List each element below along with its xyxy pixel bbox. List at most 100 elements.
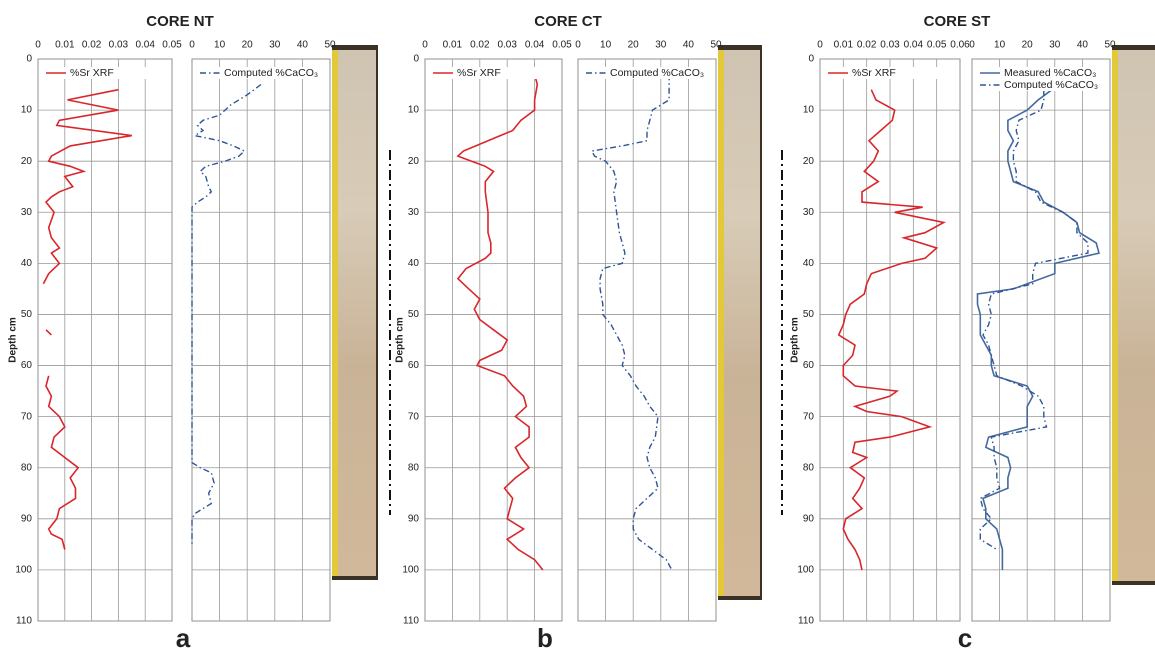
y-tick-label: 100 — [402, 565, 419, 576]
y-tick-label: 60 — [408, 360, 420, 371]
y-tick-label: 90 — [21, 513, 33, 524]
series-line — [191, 83, 262, 545]
x-tick-label: 50 — [710, 40, 722, 51]
x-tick-label: 0.02 — [857, 40, 877, 51]
panel-title: CORE CT — [534, 13, 602, 30]
plot-area — [577, 58, 717, 622]
series-line — [590, 74, 673, 571]
x-tick-label: 30 — [1049, 40, 1061, 51]
series-line — [456, 74, 544, 571]
x-tick-label: 0.02 — [470, 40, 490, 51]
x-tick-label: 10 — [600, 40, 612, 51]
x-tick-label: 0 — [189, 40, 195, 51]
y-tick-label: 100 — [15, 565, 32, 576]
x-tick-label: 30 — [655, 40, 667, 51]
y-tick-label: 40 — [21, 258, 33, 269]
legend-bg — [824, 67, 956, 79]
x-tick-label: 30 — [269, 40, 281, 51]
y-tick-label: 0 — [808, 54, 814, 65]
series-line — [42, 88, 132, 550]
y-tick-label: 60 — [21, 360, 33, 371]
x-tick-label: 20 — [628, 40, 640, 51]
core-photo — [332, 45, 1155, 600]
series-line — [837, 89, 946, 571]
y-tick-label: 0 — [26, 54, 32, 65]
x-tick-label: 10 — [994, 40, 1006, 51]
y-tick-label: 50 — [803, 309, 815, 320]
x-tick-label: 0 — [575, 40, 581, 51]
y-tick-label: 20 — [408, 156, 420, 167]
x-tick-label: 0.04 — [135, 40, 155, 51]
plot-area — [971, 58, 1111, 622]
plot-area — [424, 58, 563, 622]
y-tick-label: 90 — [803, 513, 815, 524]
panel-label: a — [176, 623, 191, 653]
legend-bg — [976, 67, 1106, 79]
x-tick-label: 20 — [1022, 40, 1034, 51]
x-tick-label: 0.04 — [525, 40, 545, 51]
series-line — [979, 89, 1089, 551]
y-tick-label: 90 — [408, 513, 420, 524]
y-tick-label: 50 — [21, 309, 33, 320]
panel-label: c — [958, 623, 972, 653]
x-tick-label: 50 — [1104, 40, 1116, 51]
x-tick-label: 50 — [324, 40, 336, 51]
x-tick-label: 0.05 — [927, 40, 947, 51]
x-tick-label: 0 — [422, 40, 428, 51]
x-tick-label: 0.03 — [109, 40, 129, 51]
x-tick-label: 0.02 — [82, 40, 102, 51]
x-tick-label: 0.03 — [497, 40, 517, 51]
legend-bg — [42, 67, 168, 79]
y-tick-label: 60 — [803, 360, 815, 371]
panel-label: b — [537, 623, 553, 653]
y-axis-label: Depth cm — [790, 317, 801, 363]
x-tick-label: 0 — [969, 40, 975, 51]
y-tick-label: 80 — [803, 462, 815, 473]
y-tick-label: 20 — [803, 156, 815, 167]
y-tick-label: 30 — [408, 207, 420, 218]
y-tick-label: 70 — [408, 411, 420, 422]
x-tick-label: 40 — [683, 40, 695, 51]
legend-label: %Sr XRF — [457, 67, 501, 79]
y-tick-label: 80 — [408, 462, 420, 473]
legend-label: Measured %CaCO₃ — [1004, 67, 1096, 79]
y-tick-label: 100 — [797, 565, 814, 576]
x-tick-label: 0 — [817, 40, 823, 51]
y-tick-label: 20 — [21, 156, 33, 167]
x-tick-label: 0.01 — [443, 40, 463, 51]
y-tick-label: 40 — [803, 258, 815, 269]
y-tick-label: 10 — [408, 105, 420, 116]
x-tick-label: 0.01 — [55, 40, 75, 51]
legend-label: %Sr XRF — [852, 67, 896, 79]
x-tick-label: 20 — [242, 40, 254, 51]
legend-bg — [976, 79, 1106, 91]
x-tick-label: 0.05 — [552, 40, 572, 51]
legend-label: %Sr XRF — [70, 67, 114, 79]
y-tick-label: 30 — [803, 207, 815, 218]
y-tick-label: 80 — [21, 462, 33, 473]
y-tick-label: 70 — [803, 411, 815, 422]
y-tick-label: 30 — [21, 207, 33, 218]
y-tick-label: 70 — [21, 411, 33, 422]
x-tick-label: 0.06 — [950, 40, 970, 51]
legend-bg — [196, 67, 326, 79]
y-tick-label: 10 — [21, 105, 33, 116]
x-tick-label: 40 — [1077, 40, 1089, 51]
y-tick-label: 50 — [408, 309, 420, 320]
x-tick-label: 0.01 — [834, 40, 854, 51]
x-tick-label: 10 — [214, 40, 226, 51]
plot-area — [191, 58, 331, 622]
x-tick-label: 40 — [297, 40, 309, 51]
y-tick-label: 10 — [803, 105, 815, 116]
legend-bg — [429, 67, 558, 79]
x-tick-label: 0.05 — [162, 40, 182, 51]
panel-title: CORE ST — [924, 13, 991, 30]
x-tick-label: 0.03 — [880, 40, 900, 51]
legend-label: Computed %CaCO₃ — [610, 67, 704, 79]
y-tick-label: 110 — [403, 616, 419, 627]
panel-title: CORE NT — [146, 13, 214, 30]
legend-label: Computed %CaCO₃ — [1004, 79, 1098, 91]
series-line — [976, 89, 1100, 570]
x-tick-label: 0 — [35, 40, 41, 51]
